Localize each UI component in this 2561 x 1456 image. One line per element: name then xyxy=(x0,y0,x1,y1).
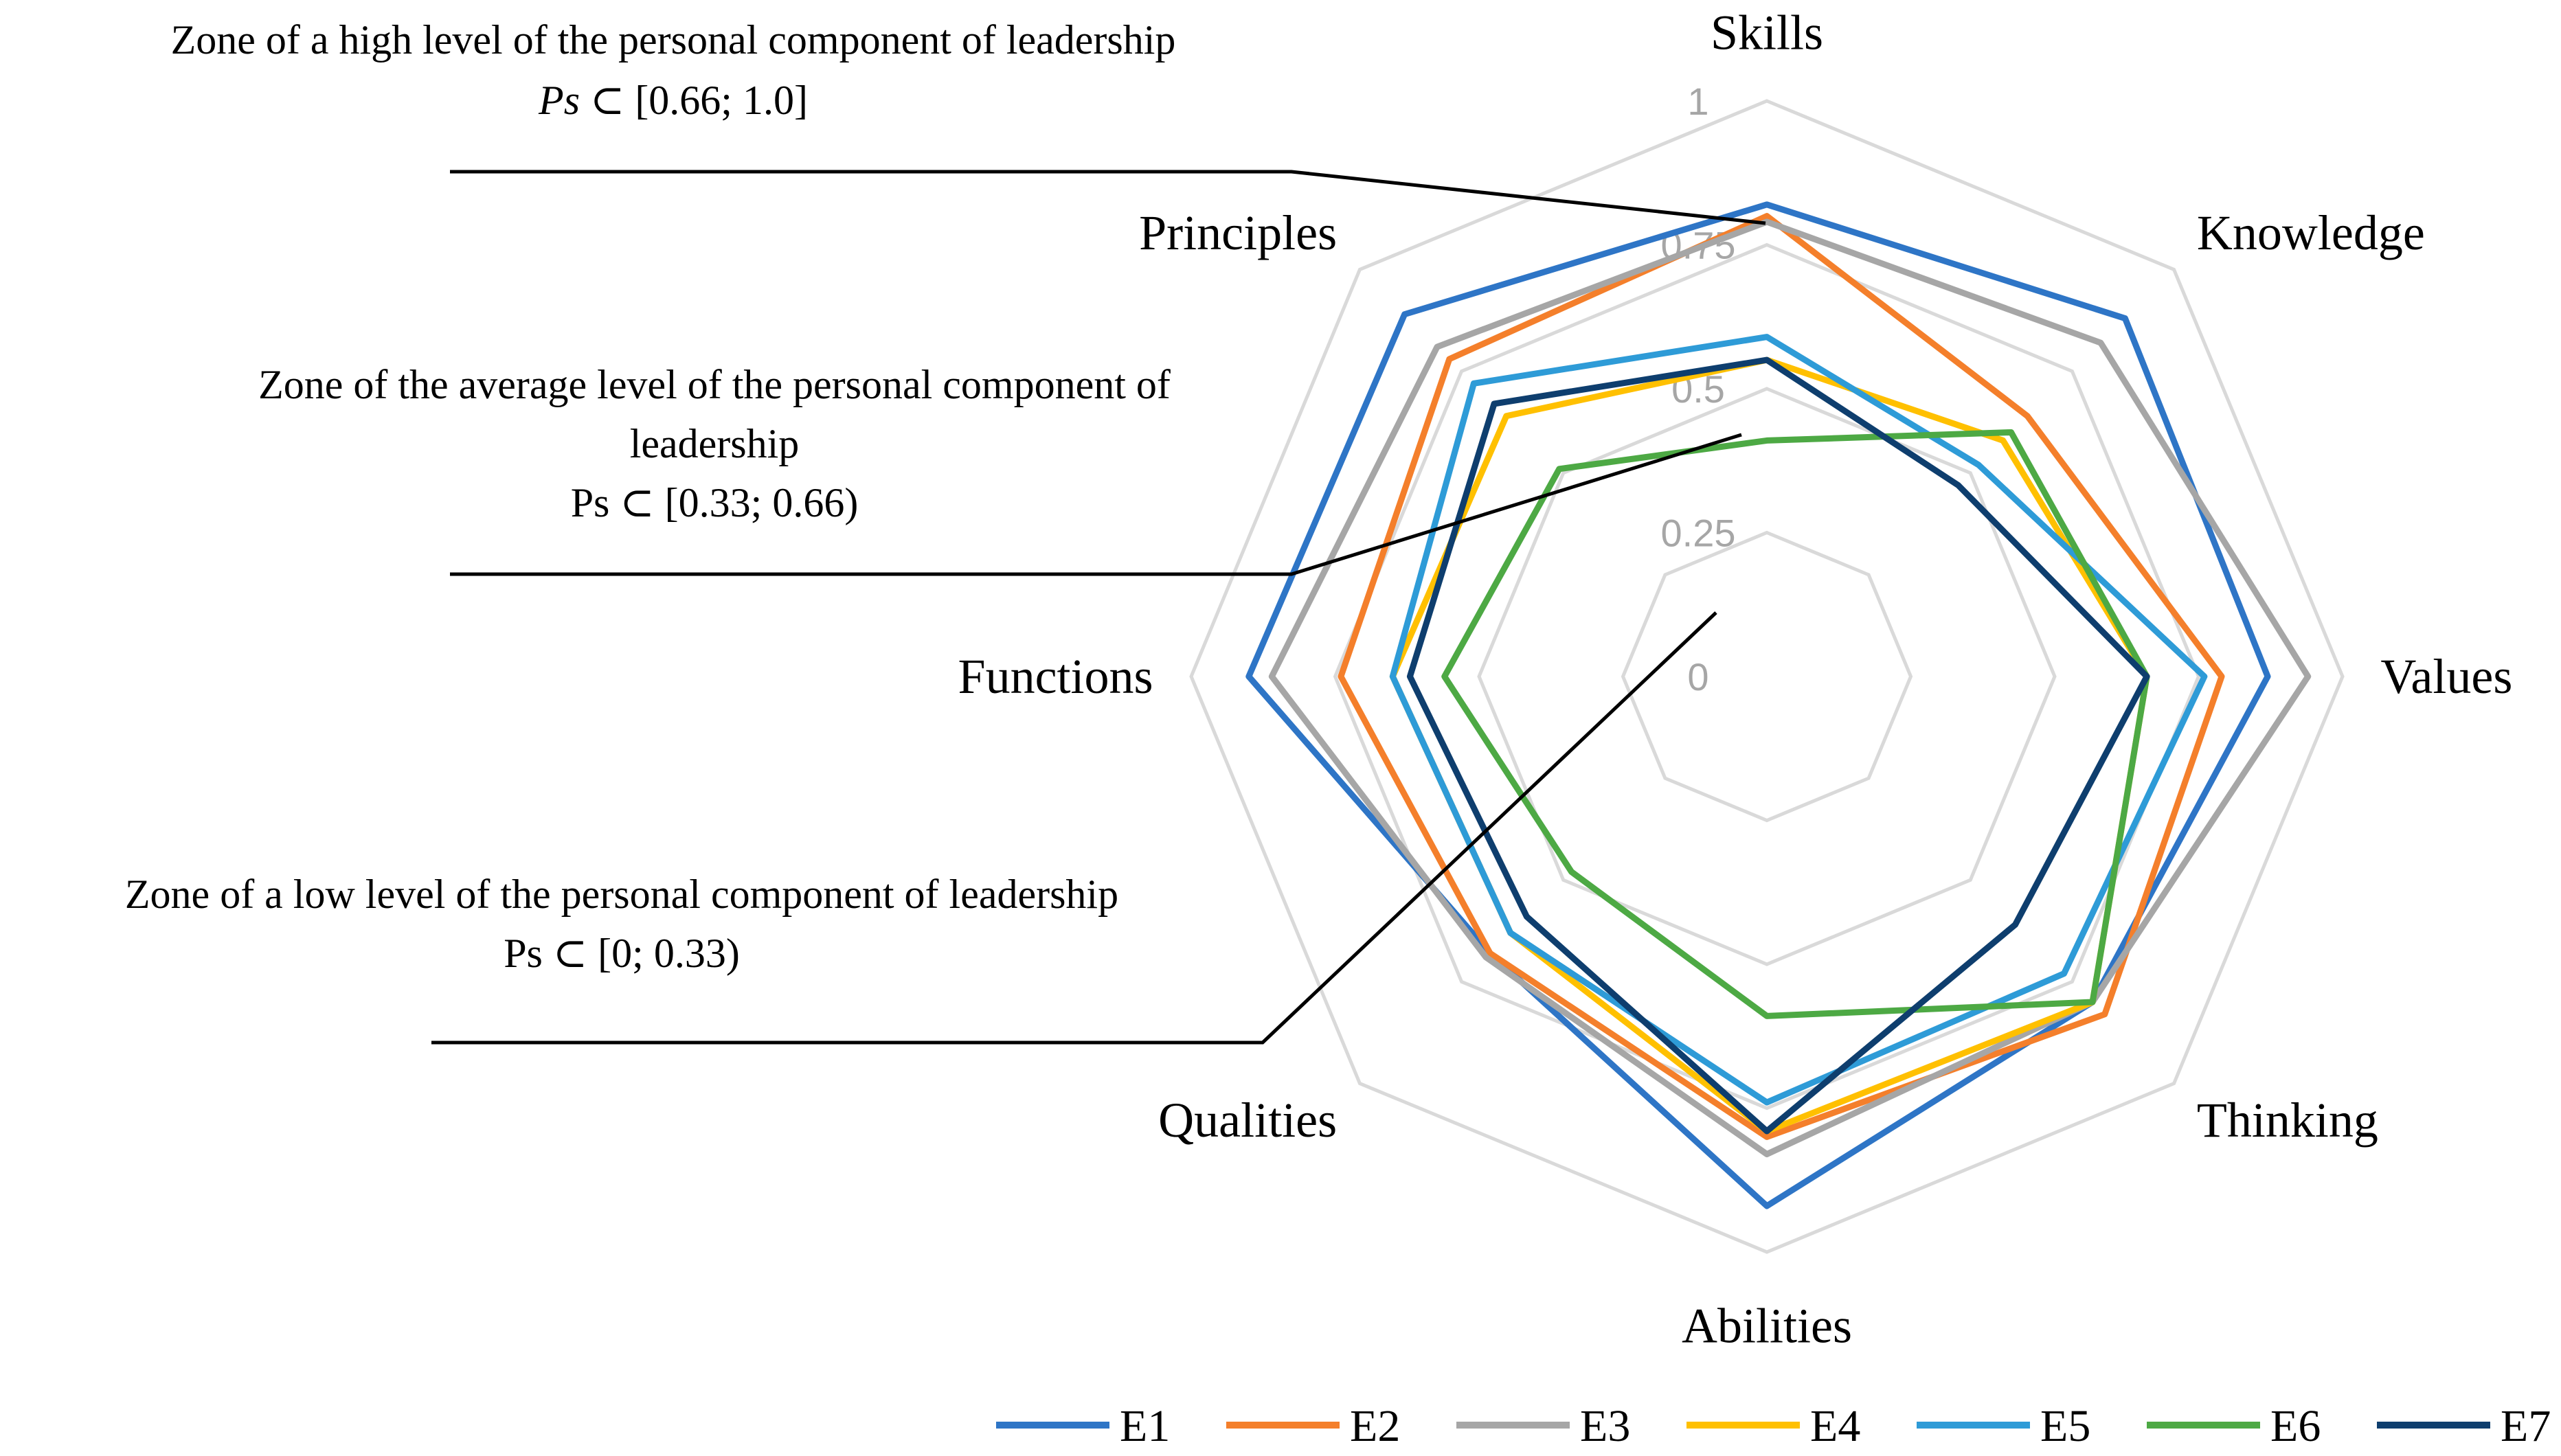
axis-label-skills: Skills xyxy=(1711,5,1823,60)
annotation-low-line2: Ps ⊂ [0; 0.33) xyxy=(504,931,740,976)
axis-label-principles: Principles xyxy=(1139,205,1337,260)
series-e6 xyxy=(1441,429,2150,1019)
series-e1 xyxy=(1245,201,2271,1209)
annotation-average-line2: leadership xyxy=(630,421,800,466)
grid-ring-4 xyxy=(1189,99,2345,1254)
legend-item-e6: E6 xyxy=(2147,1401,2321,1451)
series-e7 xyxy=(1406,356,2150,1135)
series-e2 xyxy=(1338,213,2225,1140)
legend-label-e5: E5 xyxy=(2040,1401,2090,1451)
tick-label-0: 0 xyxy=(1687,655,1708,698)
legend-label-e1: E1 xyxy=(1120,1401,1170,1451)
annotation-high-line1: Zone of a high level of the personal com… xyxy=(171,17,1176,62)
legend-label-e3: E3 xyxy=(1580,1401,1630,1451)
tick-label-4: 1 xyxy=(1687,80,1708,123)
legend-item-e3: E3 xyxy=(1456,1401,1630,1451)
radar-grid xyxy=(1189,99,2345,1254)
annotation-low-zone: Zone of a low level of the personal comp… xyxy=(125,611,1717,1045)
annotation-high-zone: Zone of a high level of the personal com… xyxy=(171,17,1766,225)
legend-item-e5: E5 xyxy=(1917,1401,2090,1451)
legend: E1 E2 E3 E4 E5 E6 E7 xyxy=(996,1401,2551,1451)
tick-label-1: 0.25 xyxy=(1661,512,1736,555)
series-e3 xyxy=(1268,218,2312,1158)
annotation-average-line1: Zone of the average level of the persona… xyxy=(258,362,1171,407)
legend-label-e6: E6 xyxy=(2270,1401,2321,1451)
annotation-high-range: ⊂ [0.66; 1.0] xyxy=(580,78,808,123)
series-lines xyxy=(1245,201,2312,1209)
radial-tick-labels: 00.250.50.751 xyxy=(1661,80,1736,698)
series-e5 xyxy=(1389,334,2208,1106)
annotation-high-ps: Ps xyxy=(538,78,580,123)
legend-item-e2: E2 xyxy=(1226,1401,1400,1451)
legend-label-e4: E4 xyxy=(1810,1401,1860,1451)
legend-label-e7: E7 xyxy=(2501,1401,2551,1451)
grid-ring-1 xyxy=(1621,530,1913,823)
annotation-low-leader xyxy=(431,611,1717,1045)
axis-label-functions: Functions xyxy=(958,649,1153,704)
zone-annotations: Zone of a high level of the personal com… xyxy=(125,17,1766,1045)
annotation-high-line2: Ps ⊂ [0.66; 1.0] xyxy=(538,78,808,123)
axis-label-thinking: Thinking xyxy=(2197,1093,2378,1148)
annotation-average-zone: Zone of the average level of the persona… xyxy=(258,362,1742,576)
legend-item-e1: E1 xyxy=(996,1401,1170,1451)
annotation-low-line1: Zone of a low level of the personal comp… xyxy=(125,872,1118,917)
axis-label-abilities: Abilities xyxy=(1682,1298,1852,1353)
annotation-high-leader xyxy=(450,170,1766,225)
axis-label-values: Values xyxy=(2380,649,2512,704)
legend-item-e4: E4 xyxy=(1686,1401,1860,1451)
annotation-average-line3: Ps ⊂ [0.33; 0.66) xyxy=(571,480,859,525)
axis-label-knowledge: Knowledge xyxy=(2197,205,2425,260)
axis-label-qualities: Qualities xyxy=(1158,1093,1337,1148)
grid-ring-3 xyxy=(1333,242,2201,1111)
legend-label-e2: E2 xyxy=(1350,1401,1400,1451)
grid-ring-2 xyxy=(1477,387,2057,966)
annotation-average-leader xyxy=(450,433,1742,576)
legend-item-e7: E7 xyxy=(2377,1401,2551,1451)
axis-labels: Skills Knowledge Values Thinking Abilities Qu… xyxy=(958,5,2513,1354)
